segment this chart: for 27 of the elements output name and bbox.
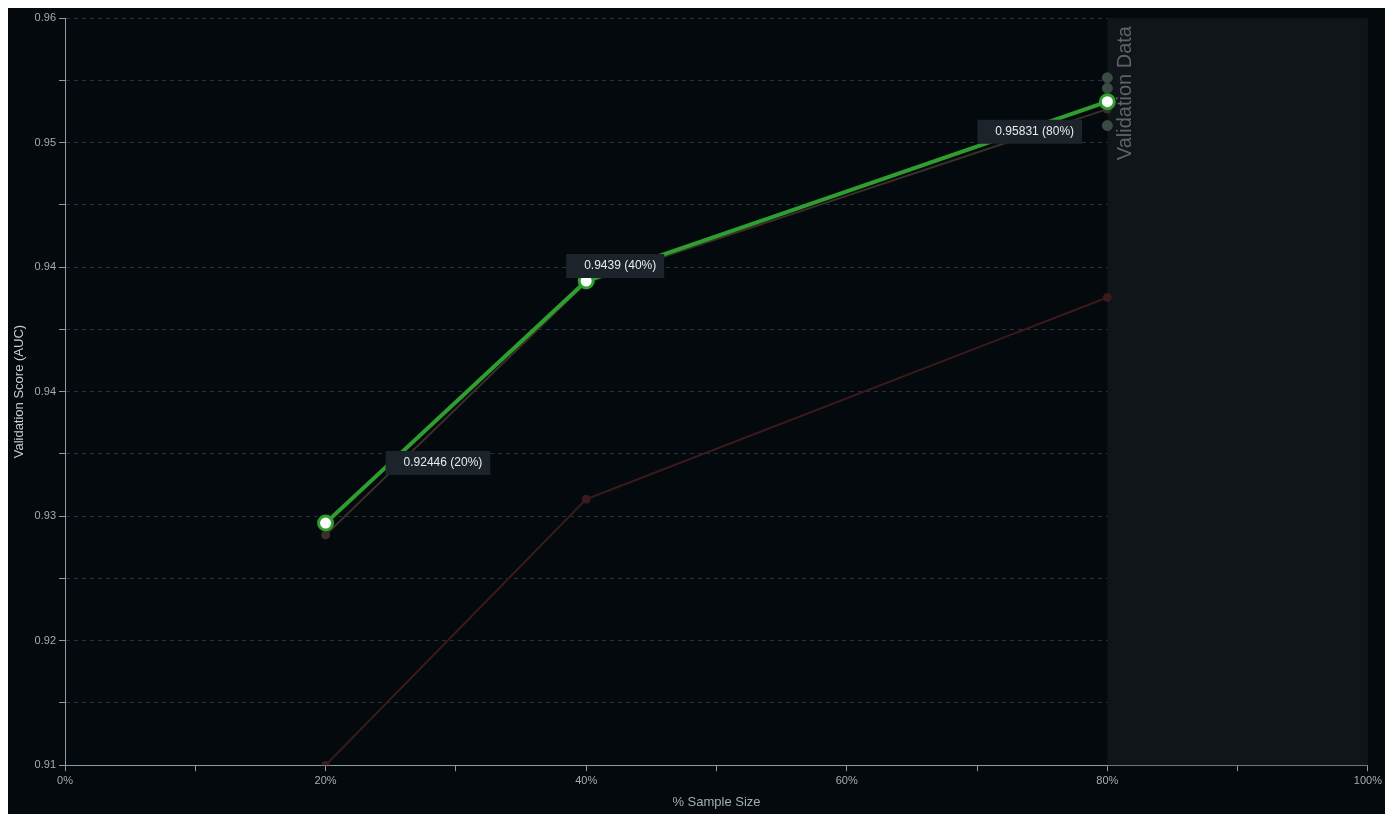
y-tick-label: 0.91: [34, 758, 57, 771]
point: [1101, 72, 1113, 84]
point: [1101, 82, 1113, 94]
point: [1098, 93, 1116, 111]
band-label: Validation Data: [1112, 25, 1135, 161]
point: [1101, 120, 1113, 132]
x-tick-label: 0%: [57, 773, 74, 786]
x-axis-title: % Sample Size: [672, 793, 761, 809]
annotation: 0.9439 (40%): [584, 258, 657, 273]
annotation: 0.92446 (20%): [403, 455, 483, 470]
y-tick-label: 0.94: [34, 384, 57, 397]
x-tick-label: 60%: [835, 773, 858, 786]
y-tick-label: 0.93: [34, 509, 57, 522]
x-tick-label: 40%: [575, 773, 598, 786]
x-tick-label: 20%: [314, 773, 337, 786]
point: [317, 514, 335, 532]
y-tick-label: 0.95: [34, 135, 57, 148]
y-axis-title: Validation Score (AUC): [11, 324, 27, 459]
point: [321, 530, 331, 540]
point: [581, 494, 591, 504]
y-tick-label: 0.94: [34, 260, 57, 273]
y-tick-label: 0.96: [34, 11, 57, 24]
x-tick-label: 100%: [1353, 773, 1383, 786]
point: [1102, 292, 1112, 302]
annotation: 0.95831 (80%): [995, 124, 1075, 138]
x-tick-label: 80%: [1096, 773, 1119, 786]
y-tick-label: 0.92: [34, 633, 57, 646]
